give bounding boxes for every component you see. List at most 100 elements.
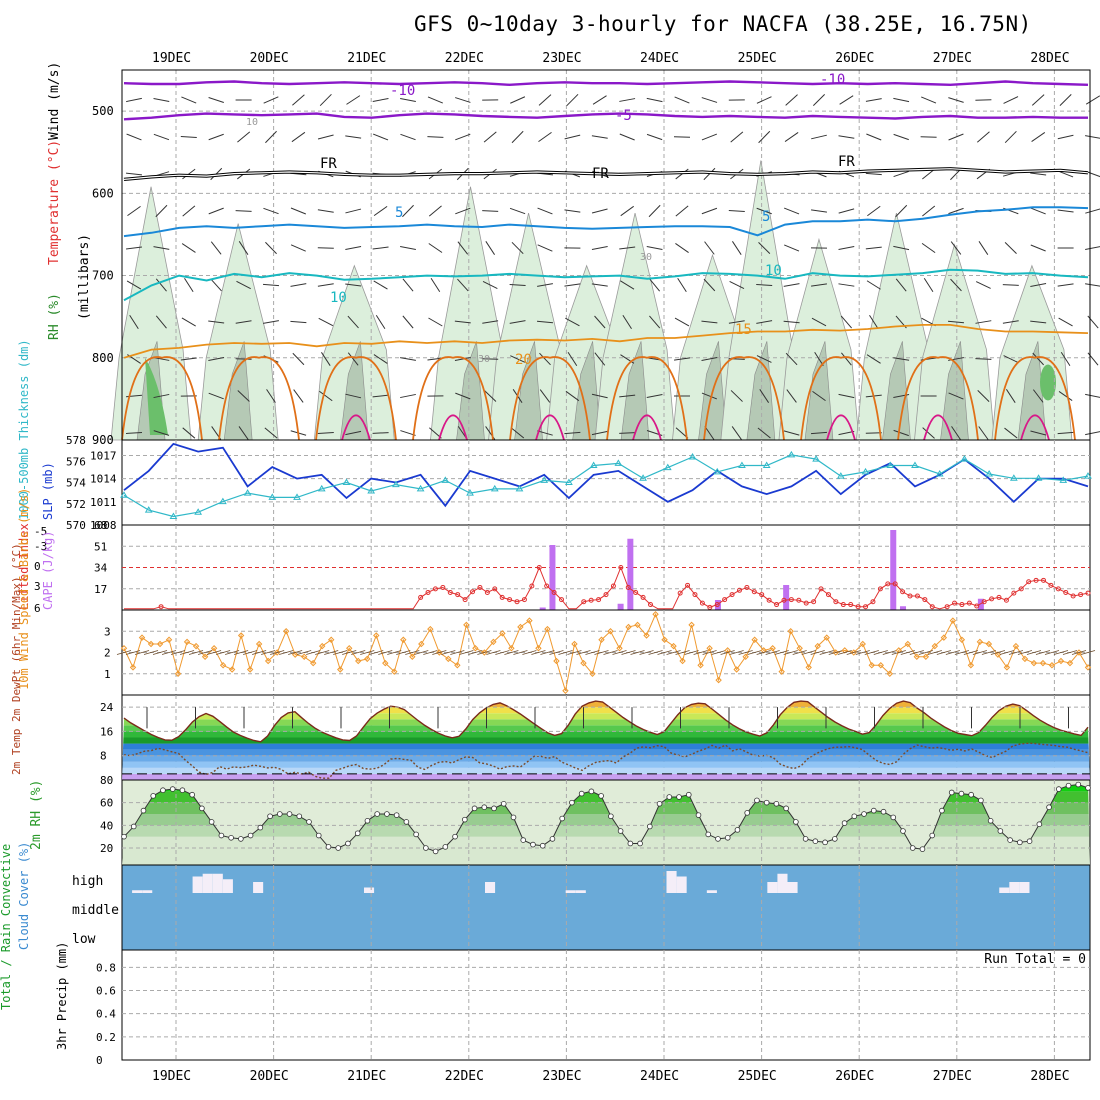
contour-label: 15 bbox=[735, 322, 752, 338]
cloud-bar bbox=[485, 882, 495, 893]
ytick-precip: 0 bbox=[96, 1054, 103, 1067]
rh-point bbox=[677, 795, 682, 800]
rh-point bbox=[394, 813, 399, 818]
ytick-li: 3 bbox=[34, 580, 41, 593]
rh-point bbox=[238, 837, 243, 842]
ytick-slp: 1011 bbox=[90, 496, 117, 509]
rh-point bbox=[297, 814, 302, 819]
rh-point bbox=[998, 829, 1003, 834]
date-label-bottom: 27DEC bbox=[933, 1069, 972, 1084]
cloud-row-label: high bbox=[72, 874, 103, 889]
ytick-wind: 3 bbox=[104, 625, 111, 638]
temp-band bbox=[122, 768, 1090, 774]
wind-barb bbox=[236, 211, 252, 212]
cape-bar bbox=[549, 545, 555, 610]
rh-point bbox=[170, 787, 175, 792]
chart-svg: -10-10-510FRFRFR5 53010101520305006007008… bbox=[0, 0, 1100, 1100]
rh-point bbox=[141, 808, 146, 813]
rh-point bbox=[832, 837, 837, 842]
contour-label: -10 bbox=[820, 72, 845, 88]
rh-point bbox=[540, 843, 545, 848]
ytick-thickness: 578 bbox=[66, 434, 86, 447]
ytick-thickness: 574 bbox=[66, 477, 86, 490]
rh-point bbox=[248, 833, 253, 838]
date-label-bottom: 24DEC bbox=[640, 1069, 679, 1084]
rh-point bbox=[793, 820, 798, 825]
ytick-upper: 700 bbox=[92, 269, 114, 283]
cloud-bar bbox=[566, 890, 576, 893]
rh-point bbox=[667, 795, 672, 800]
ytick-wind: 2 bbox=[104, 647, 111, 660]
rh-point bbox=[531, 842, 536, 847]
cloud-row-label: low bbox=[72, 932, 96, 947]
date-label-top: 26DEC bbox=[835, 51, 874, 66]
ytick-cape: 68 bbox=[94, 519, 107, 532]
contour-label: -5 bbox=[615, 108, 632, 124]
contour-label: 10 bbox=[330, 290, 347, 306]
rh-point bbox=[725, 835, 730, 840]
date-label-bottom: 22DEC bbox=[445, 1069, 484, 1084]
rh-band bbox=[122, 837, 1090, 865]
cloud-bar bbox=[1009, 882, 1019, 893]
cloud-bar bbox=[193, 877, 203, 894]
cloud-bar bbox=[132, 890, 142, 893]
ytick-thickness: 570 bbox=[66, 519, 86, 532]
rh-point bbox=[735, 827, 740, 832]
axis-label-cape: CAPE (J/kg) bbox=[41, 531, 55, 610]
ytick-rh: 60 bbox=[100, 797, 113, 810]
date-label-bottom: 21DEC bbox=[347, 1069, 386, 1084]
cloud-bar bbox=[576, 890, 586, 893]
ytick-cape: 51 bbox=[94, 540, 107, 553]
cape-bar bbox=[618, 604, 624, 610]
cape-bar bbox=[783, 585, 789, 610]
date-label-bottom: 26DEC bbox=[835, 1069, 874, 1084]
contour-label: 30 bbox=[478, 354, 490, 365]
ytick-rh: 20 bbox=[100, 842, 113, 855]
rh-point bbox=[472, 806, 477, 811]
ytick-upper: 500 bbox=[92, 104, 114, 118]
rh-point bbox=[978, 798, 983, 803]
cloud-bar bbox=[777, 874, 787, 893]
ytick-thickness: 572 bbox=[66, 498, 86, 511]
rh-point bbox=[268, 814, 273, 819]
rh-point bbox=[696, 813, 701, 818]
rh-point bbox=[462, 817, 467, 822]
rh-point bbox=[706, 832, 711, 837]
rh-point bbox=[813, 839, 818, 844]
rh-point bbox=[482, 805, 487, 810]
rh-point bbox=[151, 793, 156, 798]
contour-label: FR bbox=[592, 166, 609, 182]
rh-high-blob bbox=[1040, 364, 1056, 400]
rh-point bbox=[686, 792, 691, 797]
ytick-slp: 1014 bbox=[90, 473, 117, 486]
ytick-temp: 24 bbox=[100, 701, 114, 714]
cloud-bar bbox=[767, 882, 777, 893]
run-total: Run Total = 0 bbox=[984, 952, 1086, 967]
rh-point bbox=[404, 820, 409, 825]
cape-bar bbox=[890, 530, 896, 610]
rh-point bbox=[521, 838, 526, 843]
ytick-cape: 34 bbox=[94, 562, 108, 575]
rh-point bbox=[161, 788, 166, 793]
rh-point bbox=[891, 815, 896, 820]
rh-point bbox=[511, 815, 516, 820]
rh-point bbox=[1047, 805, 1052, 810]
ytick-rh: 40 bbox=[100, 819, 113, 832]
ytick-upper: 800 bbox=[92, 351, 114, 365]
rh-band bbox=[122, 825, 1090, 836]
cape-bar bbox=[627, 539, 633, 610]
rh-point bbox=[433, 849, 438, 854]
cloud-bar bbox=[364, 888, 374, 894]
temp-band bbox=[122, 750, 1090, 756]
rh-point bbox=[599, 793, 604, 798]
rh-point bbox=[375, 812, 380, 817]
rh-point bbox=[1086, 786, 1091, 791]
contour-label: -10 bbox=[390, 83, 415, 99]
date-label-top: 28DEC bbox=[1030, 51, 1069, 66]
ytick-precip: 0.2 bbox=[96, 1031, 116, 1044]
wind-barb bbox=[619, 433, 635, 434]
temp-band bbox=[122, 774, 1090, 780]
contour-label: 5 bbox=[762, 209, 770, 225]
cloud-bar bbox=[788, 882, 798, 893]
rh-point bbox=[219, 833, 224, 838]
